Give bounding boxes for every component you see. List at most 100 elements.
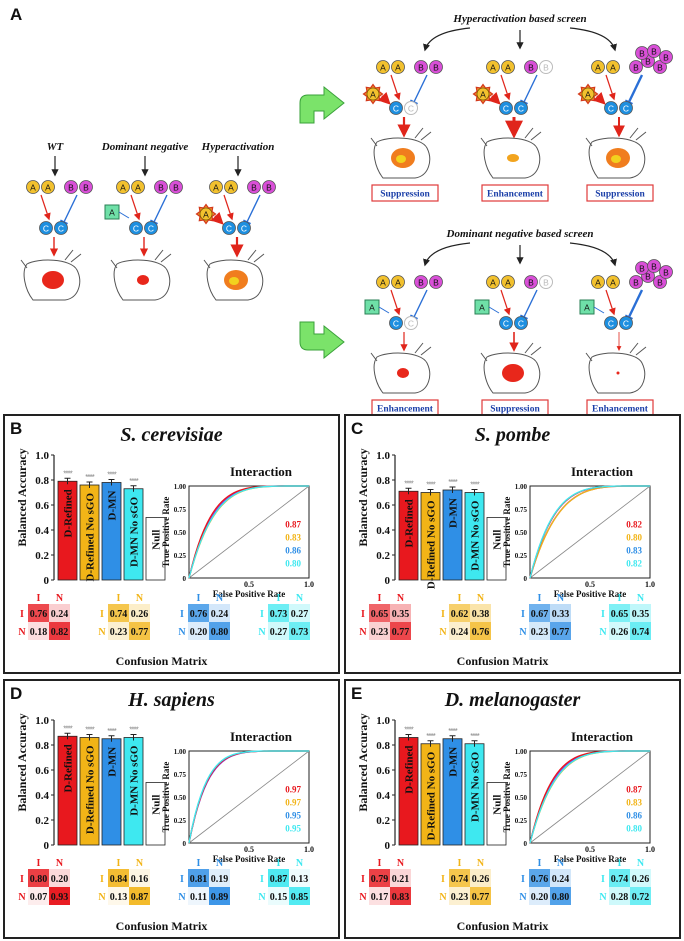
cm-value: 0.23 <box>110 627 128 638</box>
cm-value: 0.83 <box>392 892 410 903</box>
cm-cell <box>28 622 49 640</box>
roc-y-tick: 0 <box>183 575 187 583</box>
cm-row-header: N <box>18 892 26 903</box>
expression-blob <box>42 271 64 289</box>
activate-edge <box>40 194 51 221</box>
cm-col-header: N <box>557 858 565 869</box>
node-b: B <box>414 60 428 74</box>
cm-value: 0.85 <box>291 892 309 903</box>
panel-d: D H. sapiens 0 0.2 0.4 0.6 0.8 1.0 Balanced Accu… <box>3 679 340 939</box>
node-c: C <box>499 316 513 330</box>
cm-cell <box>630 622 651 640</box>
cm-row-header: I <box>361 874 365 885</box>
node-letter: B <box>663 52 669 62</box>
cm-cell <box>209 869 230 887</box>
node-circle <box>154 180 168 194</box>
node-circle <box>604 316 618 330</box>
y-axis-label: Balanced Accuracy <box>356 448 370 546</box>
roc-y-tick: 0.50 <box>174 529 187 537</box>
dn-mutant-node: A <box>579 299 595 315</box>
bar-category-label: D-MN No sGO <box>129 745 141 816</box>
node-b: B <box>64 180 78 194</box>
node-a: A <box>472 83 494 105</box>
cm-value: 0.26 <box>472 874 490 885</box>
y-tick-label: 0.6 <box>376 500 390 512</box>
outcome-box <box>371 184 439 202</box>
cm-row-header: N <box>439 627 447 638</box>
fly-wing-outline <box>370 342 432 394</box>
cm-value: 0.24 <box>451 627 469 638</box>
activate-edge <box>487 91 501 105</box>
node-circle <box>144 221 158 235</box>
cm-title: Confusion Matrix <box>116 919 208 933</box>
cm-row-header: N <box>178 892 186 903</box>
expression-blob <box>502 364 524 382</box>
cm-cell <box>268 869 289 887</box>
cm-row-header: I <box>20 874 24 885</box>
node-b: B <box>647 259 661 273</box>
cm-col-header: N <box>637 593 645 604</box>
cm-title: Confusion Matrix <box>457 919 549 933</box>
node-letter: B <box>433 277 439 287</box>
roc-y-tick: 0.75 <box>515 506 528 514</box>
inhibit-edge <box>153 194 168 223</box>
node-c: C <box>404 101 418 115</box>
node-circle <box>169 180 183 194</box>
node-letter: B <box>639 48 645 58</box>
node-c: C <box>129 221 143 235</box>
cm-col-header: I <box>458 593 462 604</box>
node-c: C <box>619 316 633 330</box>
significance-stars: **** <box>470 732 479 741</box>
y-tick-label: 0.2 <box>35 815 49 827</box>
node-circle <box>591 275 605 289</box>
cm-cell <box>470 869 491 887</box>
significance-stars: **** <box>63 724 72 733</box>
cm-cell <box>470 622 491 640</box>
node-letter: A <box>203 209 209 219</box>
node-c: C <box>389 101 403 115</box>
cm-cell <box>188 604 209 622</box>
node-letter: C <box>408 103 414 113</box>
node-letter: A <box>228 182 234 192</box>
cm-cell <box>630 604 651 622</box>
node-circle <box>391 60 405 74</box>
node-a: A <box>26 180 40 194</box>
cm-row-header: I <box>20 609 24 620</box>
significance-stars: **** <box>107 471 116 480</box>
node-circle <box>224 180 238 194</box>
y-tick-label: 0.6 <box>35 500 49 512</box>
cm-row-header: N <box>98 627 106 638</box>
roc-y-tick: 0.25 <box>174 817 187 825</box>
cm-value: 0.72 <box>632 892 650 903</box>
cm-row-header: I <box>100 874 104 885</box>
roc-y-tick: 1.00 <box>515 748 528 756</box>
bar <box>486 517 507 581</box>
expression-blob <box>616 371 620 375</box>
node-letter: A <box>395 277 401 287</box>
node-circle <box>429 275 443 289</box>
screen-arrow <box>569 242 617 267</box>
y-tick-label: 0.6 <box>35 765 49 777</box>
node-letter: C <box>43 223 49 233</box>
cm-cell <box>289 869 310 887</box>
node-letter: B <box>68 182 74 192</box>
auc-label: 0.82 <box>626 558 642 568</box>
cm-row-header: I <box>441 609 445 620</box>
cm-cell <box>129 887 150 905</box>
cm-cell <box>390 622 411 640</box>
cm-value: 0.17 <box>371 892 389 903</box>
roc-diagonal <box>188 485 310 579</box>
node-b: B <box>539 275 553 289</box>
cm-value: 0.76 <box>30 609 48 620</box>
activate-edge <box>605 289 616 316</box>
cm-col-header: N <box>557 593 565 604</box>
y-tick-label: 0.2 <box>35 550 49 562</box>
cm-cell <box>369 869 390 887</box>
node-b: B <box>635 261 649 275</box>
panel-e: E D. melanogaster 0 0.2 0.4 0.6 0.8 1.0 Balanced… <box>344 679 681 939</box>
node-a: A <box>391 275 405 289</box>
node-circle <box>499 101 513 115</box>
node-circle <box>41 180 55 194</box>
auc-label: 0.95 <box>285 810 301 820</box>
